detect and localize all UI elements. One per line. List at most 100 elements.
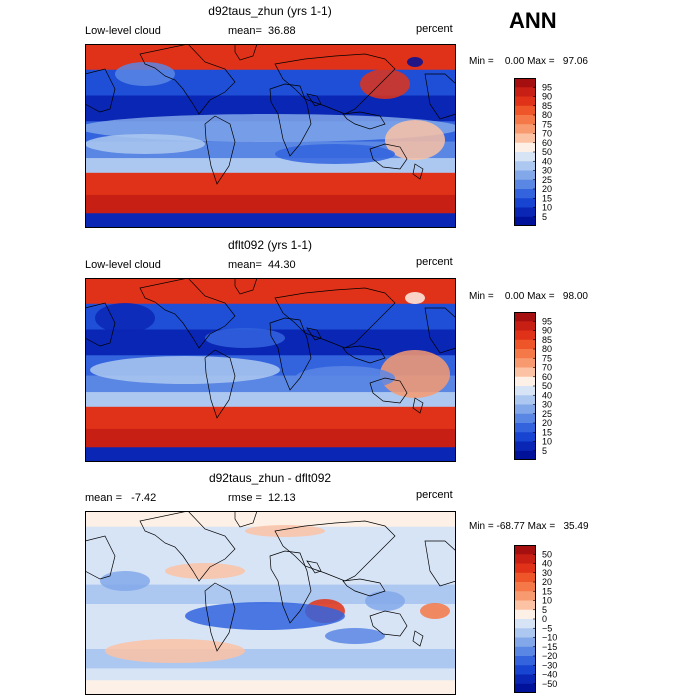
colorbar-tick-label: 10 <box>542 596 552 606</box>
colorbar-tick-label: −5 <box>542 623 552 633</box>
colorbar-tick-label: 90 <box>542 92 552 102</box>
colorbar-swatch <box>514 349 536 359</box>
coastline <box>306 327 322 341</box>
colorbar-swatch <box>514 609 536 620</box>
panel-2-map <box>85 278 456 462</box>
colorbar-tick-label: 70 <box>542 363 552 373</box>
colorbar-tick-label: 40 <box>542 156 552 166</box>
map-field-patch <box>295 366 395 390</box>
colorbar-tick-label: 95 <box>542 316 552 326</box>
colorbar-tick-label: 10 <box>542 437 552 447</box>
map-field-patch <box>115 62 175 86</box>
map-field-patch <box>365 591 405 611</box>
coastline <box>234 44 258 61</box>
coastline <box>424 307 456 354</box>
colorbar-tick-label: 30 <box>542 568 552 578</box>
coastline <box>306 560 322 574</box>
coastline <box>204 115 236 185</box>
map-field-patch <box>245 525 325 537</box>
colorbar-tick-label: 50 <box>542 381 552 391</box>
map-field-patch <box>205 328 285 348</box>
coastline <box>412 397 424 414</box>
colorbar-swatch <box>514 312 536 322</box>
map-field-patch <box>407 57 423 67</box>
colorbar-swatch <box>514 96 536 107</box>
colorbar-swatch <box>514 216 536 226</box>
map-field-band <box>85 511 456 527</box>
map-frame <box>85 278 456 462</box>
panel-1-map <box>85 44 456 228</box>
colorbar-swatch <box>514 321 536 331</box>
coastline <box>369 377 408 404</box>
colorbar-tick-label: 0 <box>542 614 547 624</box>
coastline <box>424 540 456 587</box>
panel-1-minmax: Min = 0.00 Max = 97.06 <box>469 56 588 67</box>
colorbar-swatch <box>514 207 536 218</box>
colorbar-tick-label: 15 <box>542 193 552 203</box>
map-field-patch <box>85 134 205 154</box>
colorbar-tick-label: −30 <box>542 660 557 670</box>
colorbar-tick-label: 75 <box>542 353 552 363</box>
map-field-band <box>85 680 456 695</box>
colorbar-swatch <box>514 386 536 396</box>
colorbar-swatch <box>514 115 536 125</box>
colorbar-tick-label: 25 <box>542 175 552 185</box>
colorbar-swatch <box>514 656 536 666</box>
colorbar-swatch <box>514 646 536 657</box>
colorbar-swatch <box>514 330 536 341</box>
colorbar-tick-label: 25 <box>542 409 552 419</box>
coastlines <box>85 278 456 419</box>
coastline <box>412 163 424 180</box>
coastline <box>269 83 312 157</box>
colorbar-tick-label: 20 <box>542 418 552 428</box>
coastline <box>274 520 396 582</box>
colorbar-swatch <box>514 161 536 171</box>
colorbar-tick-label: 5 <box>542 605 547 615</box>
coastline <box>306 93 322 107</box>
map-field-band <box>85 447 456 462</box>
coastline <box>369 610 408 637</box>
colorbar-tick-label: 80 <box>542 344 552 354</box>
colorbar-swatch <box>514 423 536 433</box>
colorbar-tick-label: 75 <box>542 119 552 129</box>
colorbar-tick-label: 30 <box>542 400 552 410</box>
map-field-band <box>85 194 456 215</box>
colorbar-swatch <box>514 78 536 88</box>
colorbar-swatch <box>514 152 536 162</box>
coastline <box>204 349 236 419</box>
panel-3-rmse: rmse = 12.13 <box>228 492 296 504</box>
colorbar-tick-label: 20 <box>542 184 552 194</box>
map-field-patch <box>100 571 150 591</box>
map-field-patch <box>85 114 456 142</box>
colorbar-swatch <box>514 572 536 583</box>
map-frame <box>85 44 456 228</box>
map-field-band <box>85 278 456 305</box>
colorbar-swatch <box>514 413 536 424</box>
panel-2-mean: mean= 44.30 <box>228 259 296 271</box>
map-field-patch <box>380 350 450 398</box>
coastline <box>342 345 386 364</box>
colorbar-swatch <box>514 683 536 693</box>
colorbar-swatch <box>514 637 536 648</box>
colorbar-swatch <box>514 554 536 564</box>
colorbar-swatch <box>514 432 536 442</box>
panel-2-title: dflt092 (yrs 1-1) <box>227 238 313 252</box>
colorbar-swatch <box>514 358 536 368</box>
colorbar-swatch <box>514 545 536 555</box>
colorbar-swatch <box>514 124 536 134</box>
colorbar-tick-label: 85 <box>542 101 552 111</box>
season-label: ANN <box>509 8 557 33</box>
coastline <box>274 53 396 115</box>
map-field-patch <box>105 639 245 663</box>
colorbar-tick-label: 95 <box>542 82 552 92</box>
map-field-band <box>85 158 456 174</box>
colorbar-swatch <box>514 170 536 181</box>
colorbar-tick-label: 80 <box>542 110 552 120</box>
colorbar-swatch <box>514 142 536 153</box>
colorbar-tick-label: −50 <box>542 679 557 689</box>
panel-3-map <box>85 511 456 695</box>
colorbar-tick-label: 90 <box>542 326 552 336</box>
